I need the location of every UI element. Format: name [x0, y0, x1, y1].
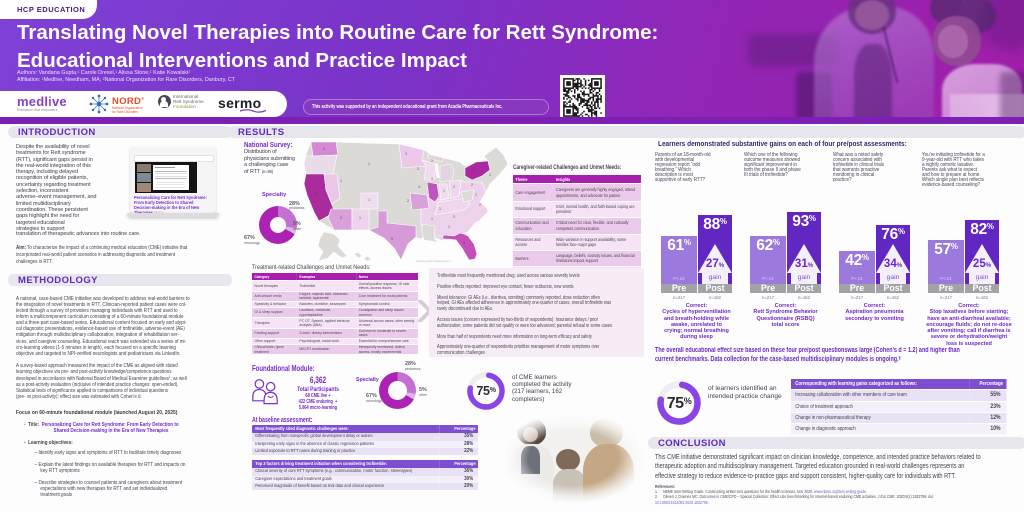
svg-text:8: 8: [473, 167, 475, 171]
svg-text:1: 1: [368, 162, 370, 166]
svg-text:1: 1: [368, 198, 370, 202]
svg-text:4: 4: [323, 147, 325, 151]
svg-text:2: 2: [453, 215, 455, 219]
svg-text:1: 1: [431, 177, 433, 181]
svg-text:4: 4: [418, 185, 420, 189]
svg-text:1: 1: [453, 185, 455, 189]
svg-text:3: 3: [463, 241, 465, 245]
svg-text:1: 1: [489, 173, 491, 177]
svg-text:1: 1: [359, 216, 361, 220]
svg-text:2: 2: [479, 203, 481, 207]
svg-text:3: 3: [340, 216, 342, 220]
svg-text:1: 1: [448, 225, 450, 229]
svg-text:3: 3: [405, 152, 407, 156]
svg-text:2: 2: [417, 167, 419, 171]
svg-text:2: 2: [471, 183, 473, 187]
svg-text:Created with Datawrapper: Created with Datawrapper: [416, 259, 451, 263]
svg-text:1: 1: [431, 217, 433, 221]
svg-text:6: 6: [316, 192, 318, 196]
svg-text:1: 1: [340, 179, 342, 183]
svg-text:1: 1: [439, 207, 441, 211]
svg-text:1: 1: [443, 189, 445, 193]
svg-text:2: 2: [431, 159, 433, 163]
svg-text:1: 1: [475, 193, 477, 197]
svg-text:5: 5: [391, 237, 393, 241]
svg-text:2: 2: [407, 199, 409, 203]
